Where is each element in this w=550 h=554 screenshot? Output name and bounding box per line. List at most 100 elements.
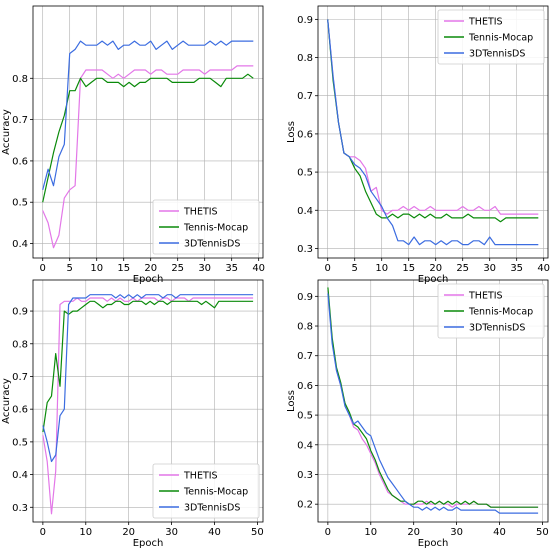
x-tick-label: 20 [144, 263, 157, 274]
x-tick-label: 40 [493, 527, 506, 538]
series-line-thetis [42, 65, 254, 249]
accuracy-chart-bottom-left: 0 10 20 30 40 50 0.3 0.4 0.5 0.6 0.7 0.8 0.9 Epoch Acc… [1, 279, 264, 549]
legend: THETIS Tennis-Mocap 3DTennisDS [152, 199, 260, 255]
series-line-tennis-mocap [42, 73, 254, 203]
x-tick-label: 40 [252, 263, 265, 274]
x-tick-label: 50 [251, 527, 264, 538]
legend: THETIS Tennis-Mocap 3DTennisDS [152, 463, 260, 519]
x-axis-label: Epoch [418, 274, 449, 285]
x-tick-label: 35 [510, 263, 523, 274]
y-axis-label: Accuracy [1, 109, 12, 155]
legend-label-thetis: THETIS [468, 291, 503, 302]
y-tick-label: 0.6 [12, 405, 28, 416]
series-line-3dtennisds [327, 293, 539, 514]
y-tick-label: 0.4 [12, 239, 28, 250]
y-tick-label: 0.5 [297, 411, 313, 422]
x-tick-label: 0 [325, 527, 331, 538]
x-tick-label: 10 [90, 263, 103, 274]
accuracy-chart-top-left: 0 5 10 15 20 25 30 35 40 0.4 0.5 0.6 0.7 0.8 Epoch Accu… [1, 5, 265, 285]
x-tick-label: 0 [325, 263, 331, 274]
legend-label-thetis: THETIS [183, 207, 218, 218]
x-axis-label: Epoch [133, 274, 164, 285]
y-tick-label: 0.9 [297, 15, 313, 26]
legend-frame [152, 199, 260, 255]
x-tick-label: 20 [429, 263, 442, 274]
x-axis-label: Epoch [418, 538, 449, 549]
x-tick-label: 15 [117, 263, 130, 274]
x-tick-label: 10 [79, 527, 92, 538]
y-tick-label: 0.7 [297, 91, 313, 102]
legend-frame [437, 9, 545, 65]
legend-label-3dtennisds: 3DTennisDS [184, 239, 240, 250]
series-line-thetis [327, 19, 539, 215]
x-tick-label: 5 [67, 263, 73, 274]
legend-label-3dtennisds: 3DTennisDS [184, 503, 240, 514]
legend: THETIS Tennis-Mocap 3DTennisDS [437, 283, 545, 339]
legend-frame [437, 283, 545, 339]
loss-chart-bottom-right: 0 10 20 30 40 50 0.2 0.3 0.4 0.5 0.6 0.7 0.8 0.9 Epoch… [286, 279, 549, 549]
x-tick-label: 25 [171, 263, 184, 274]
x-tick-label: 40 [537, 263, 550, 274]
x-tick-label: 5 [352, 263, 358, 274]
y-tick-label: 0.5 [12, 437, 28, 448]
series-line-tennis-mocap [327, 287, 539, 508]
x-tick-label: 50 [536, 527, 549, 538]
y-tick-label: 0.6 [297, 381, 313, 392]
y-tick-label: 0.3 [297, 244, 313, 255]
y-tick-label: 0.8 [12, 74, 28, 85]
series-line-tennis-mocap [42, 300, 254, 433]
y-axis-label: Loss [286, 390, 297, 412]
x-tick-label: 10 [364, 527, 377, 538]
y-tick-label: 0.7 [12, 372, 28, 383]
y-tick-label: 0.9 [12, 307, 28, 318]
y-tick-label: 0.6 [12, 156, 28, 167]
x-tick-label: 20 [407, 527, 420, 538]
series-line-3dtennisds [327, 19, 539, 246]
x-tick-label: 0 [40, 263, 46, 274]
legend-label-tennis-mocap: Tennis-Mocap [183, 223, 248, 234]
x-tick-label: 30 [450, 527, 463, 538]
x-tick-label: 40 [208, 527, 221, 538]
y-tick-label: 0.3 [297, 470, 313, 481]
legend-label-thetis: THETIS [183, 471, 218, 482]
x-axis-label: Epoch [133, 538, 164, 549]
y-tick-label: 0.5 [297, 168, 313, 179]
x-tick-label: 35 [225, 263, 238, 274]
y-tick-label: 0.4 [297, 440, 313, 451]
y-tick-label: 0.6 [297, 129, 313, 140]
legend-label-thetis: THETIS [468, 17, 503, 28]
y-axis-label: Accuracy [1, 378, 12, 424]
x-tick-label: 30 [483, 263, 496, 274]
y-tick-label: 0.4 [12, 470, 28, 481]
y-tick-label: 0.7 [12, 115, 28, 126]
plot-area [32, 279, 264, 523]
plot-area [317, 279, 549, 523]
series-line-tennis-mocap [327, 19, 539, 223]
y-tick-label: 0.8 [12, 339, 28, 350]
y-tick-label: 0.5 [12, 198, 28, 209]
series-line-3dtennisds [42, 40, 254, 190]
y-tick-label: 0.4 [297, 206, 313, 217]
legend-frame [152, 463, 260, 519]
x-tick-label: 0 [40, 527, 46, 538]
series-line-3dtennisds [42, 294, 254, 463]
y-tick-label: 0.8 [297, 53, 313, 64]
legend: THETIS Tennis-Mocap 3DTennisDS [437, 9, 545, 65]
y-tick-label: 0.3 [12, 503, 28, 514]
y-tick-label: 0.8 [297, 322, 313, 333]
legend-label-tennis-mocap: Tennis-Mocap [183, 487, 248, 498]
x-tick-label: 30 [165, 527, 178, 538]
plot-area [32, 5, 264, 259]
y-tick-label: 0.7 [297, 351, 313, 362]
legend-label-tennis-mocap: Tennis-Mocap [468, 307, 533, 318]
loss-chart-top-right: 0 5 10 15 20 25 30 35 40 0.3 0.4 0.5 0.6 0.7 0.8 0.9 Epo… [286, 5, 550, 285]
x-tick-label: 15 [402, 263, 415, 274]
legend-label-tennis-mocap: Tennis-Mocap [468, 33, 533, 44]
y-tick-label: 0.9 [297, 292, 313, 303]
y-tick-label: 0.2 [297, 500, 313, 511]
x-tick-label: 25 [456, 263, 469, 274]
x-tick-label: 20 [122, 527, 135, 538]
y-axis-label: Loss [286, 121, 297, 143]
x-tick-label: 30 [198, 263, 211, 274]
